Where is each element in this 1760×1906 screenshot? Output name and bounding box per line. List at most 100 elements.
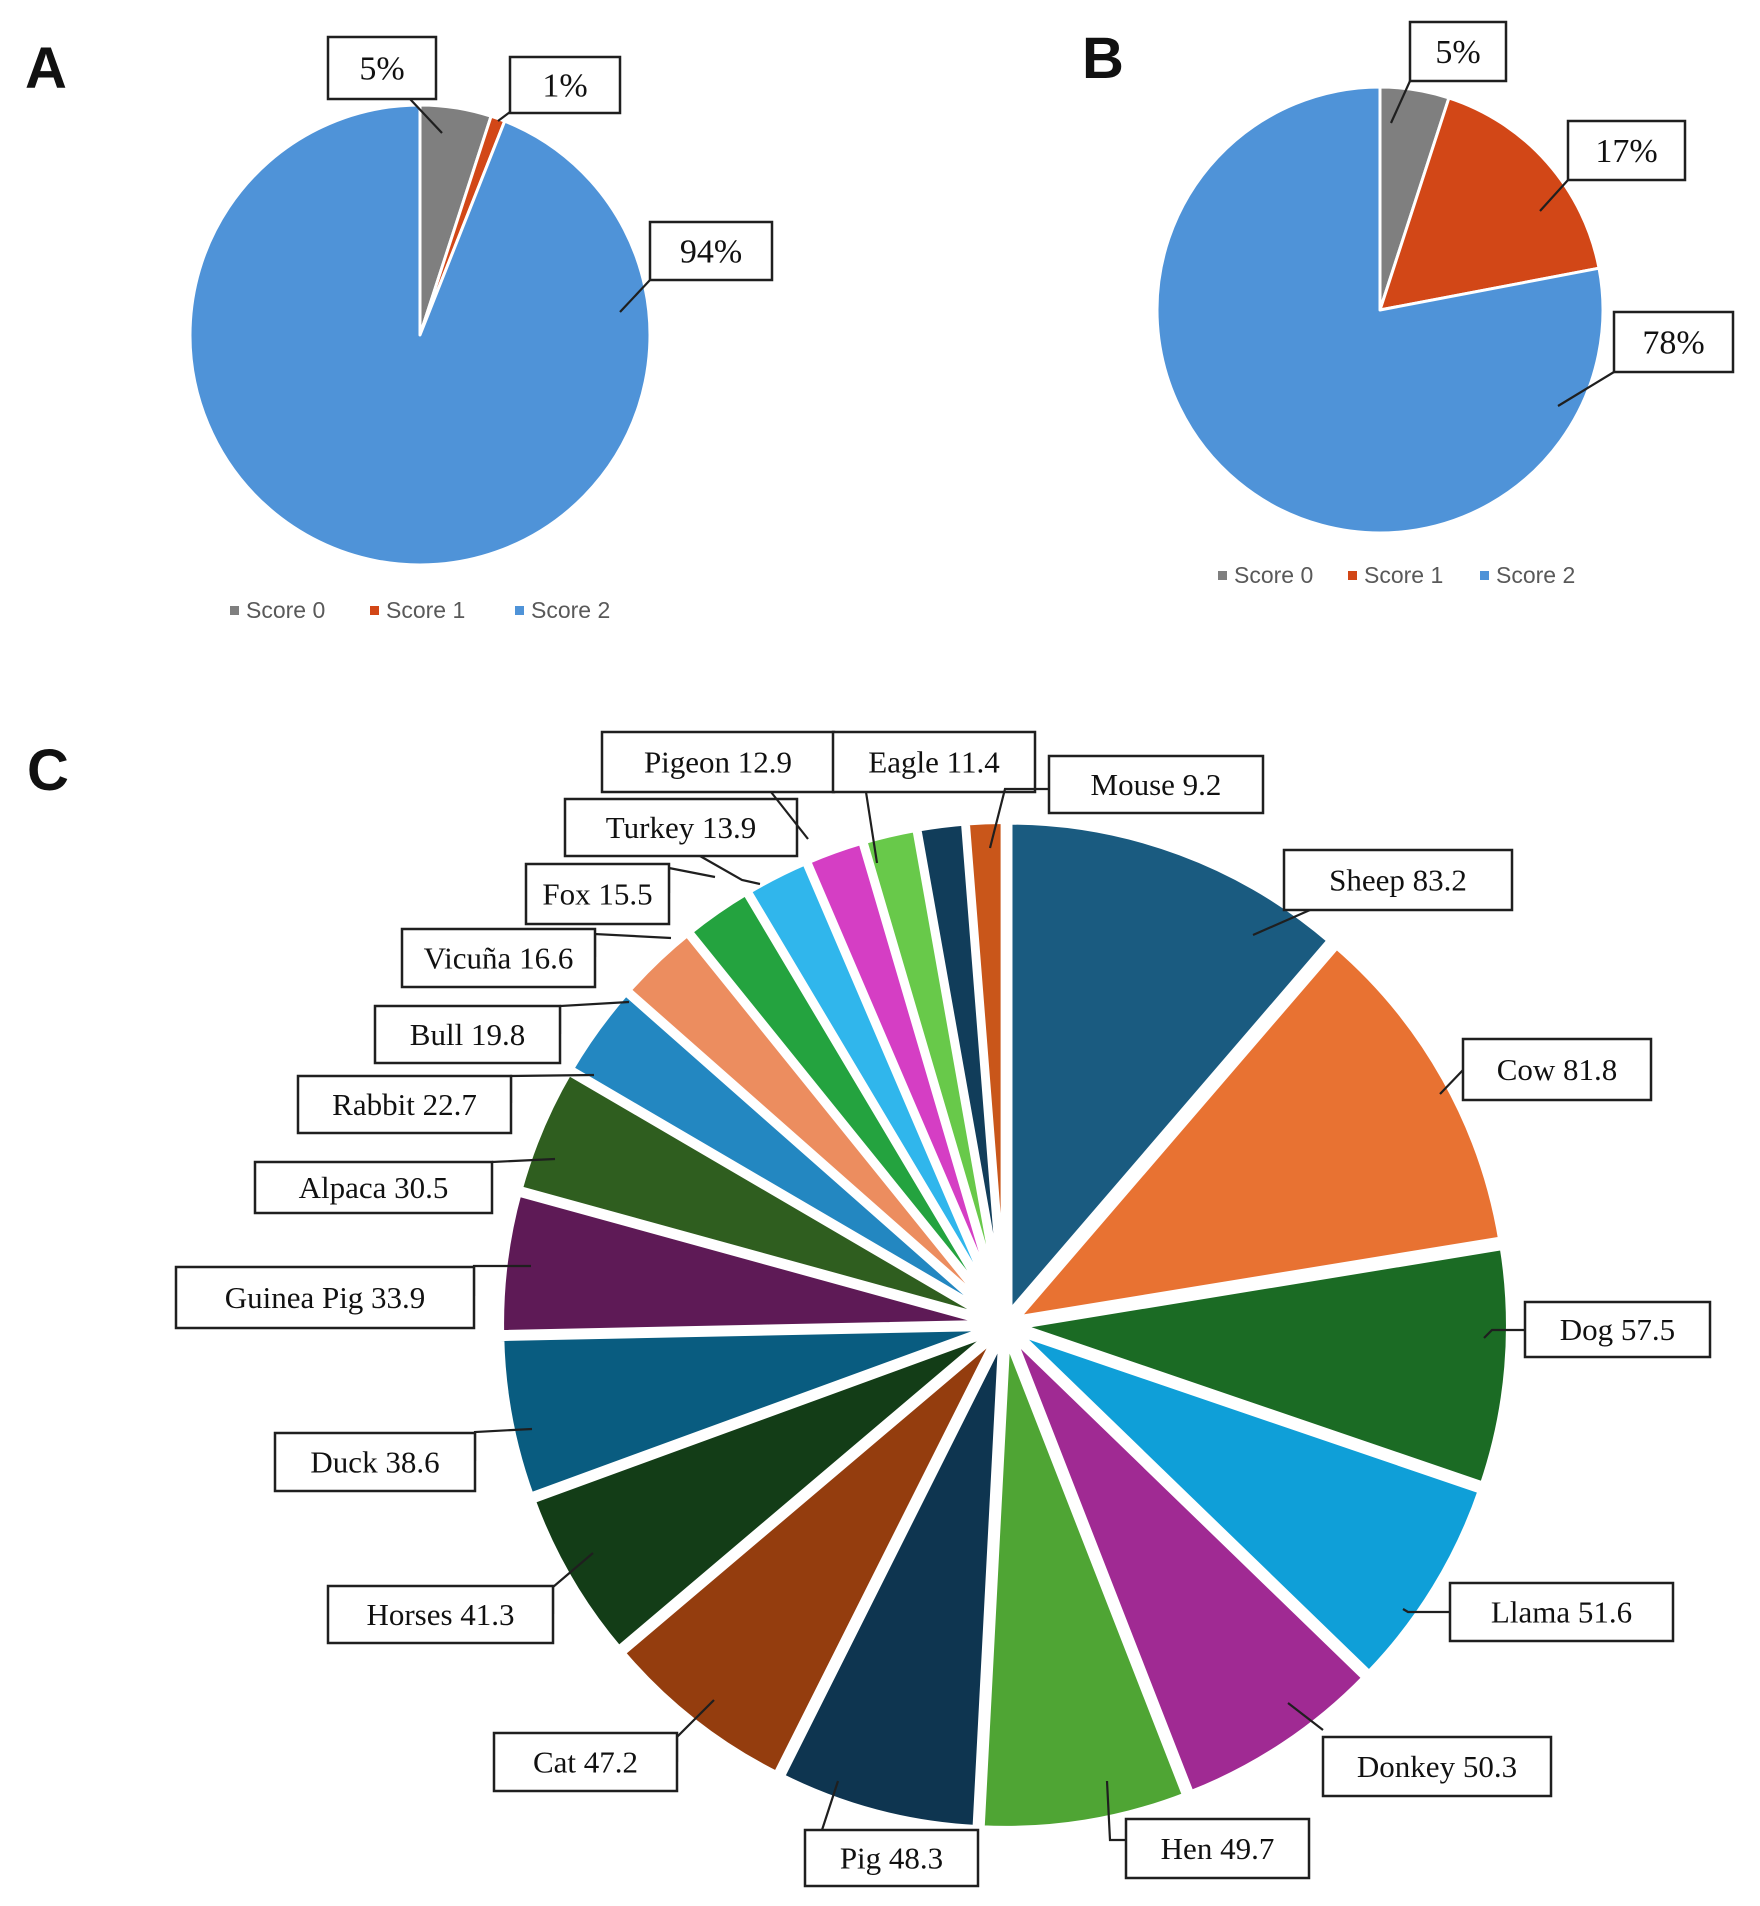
chart-c-leader-line-turkey — [699, 855, 761, 886]
chart-c-label-box-hen — [1124, 1817, 1311, 1880]
chart-c-label-box-dog — [1523, 1300, 1712, 1359]
chart-c-data-label-pigeon: Pigeon 12.9 — [644, 745, 792, 780]
pie-slice-donkey — [1006, 1329, 1371, 1799]
pie-slice-score-2 — [1155, 85, 1605, 535]
pie-slice-dog — [1010, 1241, 1514, 1490]
pie-slice-hen — [976, 1330, 1191, 1834]
pie-slice-pig — [776, 1330, 1007, 1833]
chart-c-label-box-horses — [326, 1584, 555, 1645]
chart-c-data-label-sheep: Sheep 83.2 — [1329, 863, 1467, 898]
chart-b-data-label-score-0: 5% — [1435, 34, 1480, 71]
chart-b-legend-label-score-1: Score 1 — [1364, 562, 1443, 588]
chart-c-label-box-sheep — [1282, 848, 1514, 912]
chart-c-leader-line-pigeon — [770, 791, 809, 840]
chart-a-leader-line-score-2 — [619, 279, 651, 313]
chart-c-label-box-eagle — [831, 730, 1037, 794]
chart-a-data-label-score-1: 1% — [542, 68, 587, 105]
chart-c-label-box-vicuna — [400, 927, 597, 989]
panel-a-letter: A — [25, 36, 67, 101]
chart-c-data-label-pig: Pig 48.3 — [840, 1841, 943, 1876]
chart-b-legend-label-score-0: Score 0 — [1234, 562, 1313, 588]
chart-b-data-label-score-1: 17% — [1595, 133, 1657, 170]
chart-c-label-box-duck — [273, 1431, 477, 1493]
chart-a-label-box-score-2 — [648, 220, 774, 282]
chart-b-legend-swatch-score-2 — [1480, 571, 1489, 580]
chart-c-leader-line-dog — [1483, 1328, 1525, 1339]
chart-c-leader-line-alpaca — [491, 1157, 556, 1164]
panel-c-letter: C — [27, 738, 69, 803]
chart-b-data-label-score-2: 78% — [1642, 325, 1704, 362]
chart-c-label-box-turkey — [563, 797, 799, 858]
chart-c-label-box-alpaca — [253, 1160, 494, 1215]
chart-c-leader-line-fox — [667, 866, 716, 893]
chart-c-data-label-guinea-pig: Guinea Pig 33.9 — [225, 1280, 426, 1315]
pie-slice-score-1 — [1378, 96, 1601, 312]
chart-c-data-label-cat: Cat 47.2 — [533, 1745, 638, 1780]
pie-slice-mouse — [961, 816, 1009, 1320]
pie-slice-horses — [527, 1326, 1001, 1655]
chart-c-data-label-horses: Horses 41.3 — [366, 1597, 514, 1632]
pie-slice-score-2 — [188, 103, 652, 567]
chart-a-label-box-score-1 — [508, 55, 622, 115]
chart-c-data-label-rabbit: Rabbit 22.7 — [332, 1087, 477, 1122]
chart-c-data-label-turkey: Turkey 13.9 — [606, 810, 756, 845]
chart-c-data-label-llama: Llama 51.6 — [1491, 1595, 1632, 1630]
chart-c-data-label-mouse: Mouse 9.2 — [1091, 767, 1222, 802]
pie-slice-sheep — [1004, 816, 1336, 1320]
chart-b-label-box-score-1 — [1566, 119, 1687, 182]
chart-a-data-label-score-0: 5% — [359, 51, 404, 88]
chart-c-label-box-pig — [803, 1828, 980, 1888]
chart-c-label-box-rabbit — [296, 1074, 513, 1135]
chart-b-legend-swatch-score-1 — [1348, 571, 1357, 580]
chart-c-label-box-mouse — [1047, 754, 1265, 815]
chart-c-leader-line-cow — [1439, 1069, 1464, 1095]
chart-c-leader-line-donkey — [1287, 1702, 1324, 1731]
chart-c-label-box-pigeon — [600, 730, 836, 794]
chart-c-leader-line-llama — [1402, 1608, 1450, 1614]
panel-b-letter: B — [1082, 26, 1124, 91]
chart-b-leader-line-score-2 — [1557, 371, 1615, 407]
chart-c-data-label-donkey: Donkey 50.3 — [1357, 1749, 1517, 1784]
chart-a-leader-line-score-1 — [497, 111, 511, 122]
chart-c-label-box-cat — [492, 1731, 679, 1793]
chart-c-leader-line-hen — [1105, 1780, 1126, 1842]
chart-b-legend-swatch-score-0 — [1218, 571, 1227, 580]
chart-a-label-box-score-0 — [326, 35, 438, 101]
chart-b-legend-label-score-2: Score 2 — [1496, 562, 1575, 588]
chart-c-data-label-dog: Dog 57.5 — [1560, 1312, 1675, 1347]
chart-c-data-label-eagle: Eagle 11.4 — [868, 745, 1000, 780]
chart-c-label-box-guinea-pig — [174, 1265, 476, 1330]
chart-c-data-label-alpaca: Alpaca 30.5 — [299, 1170, 449, 1205]
chart-c-label-box-donkey — [1321, 1735, 1553, 1798]
chart-a-legend-label-score-2: Score 2 — [531, 597, 610, 623]
chart-a-legend-label-score-0: Score 0 — [246, 597, 325, 623]
pie-chart-c: Sheep 83.2 Cow 81.8 Dog 57.5 Llama 51.6 Donk… — [174, 730, 1712, 1888]
pie-chart-b: 5% 17% 78% Score 0 Score 1 Score 2 — [1155, 20, 1735, 588]
chart-c-leader-line-mouse — [988, 787, 1049, 849]
chart-c-label-box-bull — [373, 1004, 562, 1065]
chart-b-label-box-score-0 — [1408, 20, 1508, 83]
chart-a-legend-swatch-score-2 — [515, 606, 524, 615]
chart-c-label-box-llama — [1448, 1581, 1675, 1643]
chart-c-label-box-fox — [524, 862, 671, 926]
chart-c-leader-line-sheep — [1252, 908, 1311, 937]
chart-c-data-label-cow: Cow 81.8 — [1497, 1052, 1618, 1087]
chart-c-data-label-fox: Fox 15.5 — [542, 877, 652, 912]
chart-a-legend-swatch-score-0 — [230, 606, 239, 615]
chart-c-label-box-cow — [1461, 1037, 1653, 1102]
chart-b-label-box-score-2 — [1612, 310, 1735, 374]
pie-slice-llama — [1009, 1326, 1486, 1679]
chart-c-data-label-bull: Bull 19.8 — [410, 1017, 525, 1052]
pie-slice-cow — [1009, 940, 1507, 1325]
chart-c-leader-line-eagle — [864, 791, 879, 864]
chart-a-legend-swatch-score-1 — [370, 606, 379, 615]
chart-c-data-label-vicuna: Vicuña 16.6 — [424, 941, 574, 976]
pie-slice-duck — [496, 1322, 1000, 1501]
chart-a-data-label-score-2: 94% — [680, 234, 742, 271]
chart-c-data-label-duck: Duck 38.6 — [310, 1445, 439, 1480]
pie-chart-a: 5% 1% 94% Score 0 Score 1 Score 2 — [188, 35, 774, 623]
chart-c-leader-line-pig — [820, 1780, 840, 1831]
chart-b-leader-line-score-0 — [1389, 80, 1412, 124]
chart-a-leader-line-score-0 — [409, 98, 443, 134]
